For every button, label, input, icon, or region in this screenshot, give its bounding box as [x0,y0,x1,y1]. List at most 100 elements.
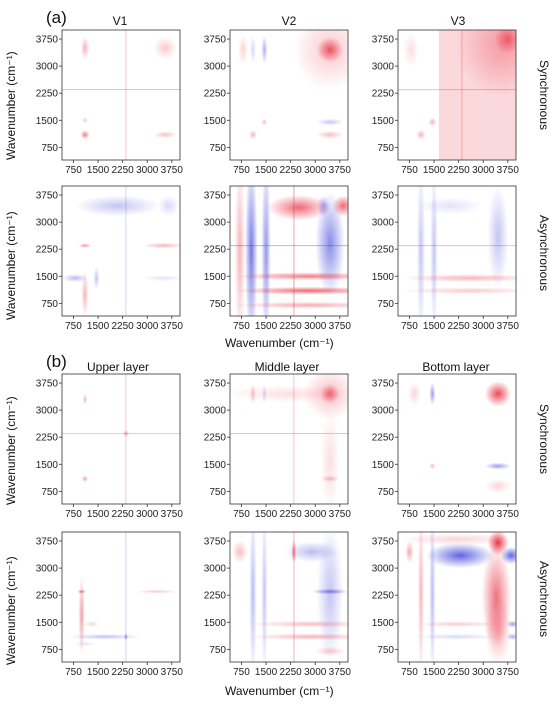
contour-feature-5 [316,118,344,126]
x-tick-label: 3000 [304,165,327,176]
contour-feature-3 [83,621,100,627]
y-tick-label: 1500 [372,460,395,471]
x-tick-label: 1500 [423,321,446,332]
x-tick-label: 1500 [87,509,110,520]
contour-feature-6 [125,30,127,160]
contour-feature-4 [484,594,512,662]
contour-feature-0 [426,542,495,569]
x-tick-label: 750 [65,667,82,678]
contour-feature-9 [405,540,414,564]
contour-feature-2 [237,35,249,65]
contour-feature-2 [80,130,90,140]
contour-feature-7 [142,275,180,281]
x-tick-label: 1500 [423,667,446,678]
y-tick-label: 3750 [372,379,395,390]
contour-feature-2 [142,242,180,249]
x-axis-title-a: Wavenumber (cm⁻¹) [225,336,334,350]
y-tick-label: 3750 [204,35,227,46]
contour-feature-1 [430,186,438,316]
x-tick-label: 3000 [472,321,495,332]
contour-feature-6 [291,540,297,564]
contour-feature-5 [320,475,340,483]
x-tick-label: 750 [233,165,250,176]
x-tick-label: 1500 [255,165,278,176]
y-tick-label: 3750 [36,191,59,202]
contour-feature-4 [315,191,345,296]
y-tick-label: 3750 [36,379,59,390]
x-tick-label: 2250 [280,165,303,176]
x-tick-label: 2250 [112,165,135,176]
contour-feature-5 [418,197,482,215]
contour-feature-1 [249,532,257,662]
contour-feature-2 [230,385,348,403]
x-tick-label: 2250 [448,321,471,332]
y-tick-label: 3750 [372,191,395,202]
contour-feature-12 [399,533,515,545]
y-tick-label: 750 [41,299,58,310]
x-tick-label: 3000 [136,165,159,176]
contour-feature-1 [158,195,180,217]
contour-feature-8 [261,118,268,126]
contour-feature-8 [125,186,127,316]
contour-feature-4 [401,287,516,295]
x-tick-label: 3750 [329,667,352,678]
contour-feature-5 [506,620,516,628]
contour-feature-4 [81,117,89,124]
y-tick-label: 750 [41,645,58,656]
y-tick-label: 1500 [204,272,227,283]
contour-feature-3 [261,35,268,65]
x-tick-label: 750 [401,667,418,678]
x-tick-label: 3750 [329,165,352,176]
y-tick-label: 1500 [36,272,59,283]
x-tick-label: 750 [401,509,418,520]
x-tick-label: 3000 [304,321,327,332]
x-tick-label: 3750 [497,165,520,176]
x-tick-label: 1500 [87,667,110,678]
contour-feature-6 [93,266,100,290]
plot-frame [61,531,181,663]
y-tick-label: 3000 [204,406,227,417]
contour-feature-1 [429,382,436,406]
contour-feature-1 [153,36,177,60]
plot-frame [229,373,349,505]
contour-feature-4 [249,384,257,404]
contour-feature-1 [261,186,271,316]
x-tick-label: 3750 [497,321,520,332]
plot-frame [229,29,349,161]
y-tick-label: 3000 [36,564,59,575]
contour-feature-4 [62,274,89,283]
x-tick-label: 1500 [87,321,110,332]
contour-feature-0 [484,381,512,407]
contour-feature-2 [261,532,268,662]
plot-frame [397,531,517,663]
contour-feature-11 [415,633,499,640]
x-tick-label: 1500 [423,509,446,520]
contour-feature-8 [293,374,295,504]
plot-frame [397,29,517,161]
contour-feature-7 [235,286,348,295]
x-tick-label: 2250 [112,321,135,332]
contour-feature-1 [316,37,344,63]
x-tick-label: 1500 [87,165,110,176]
contour-feature-6 [123,633,129,641]
y-tick-label: 3000 [204,62,227,73]
y-tick-label: 2250 [36,245,59,256]
contour-feature-10 [230,245,348,247]
x-tick-label: 3750 [329,509,352,520]
panel-letter-a: (a) [46,8,67,27]
x-tick-label: 2250 [112,509,135,520]
column-title-upper-layer: Upper layer [86,360,150,374]
contour-feature-11 [293,186,295,316]
x-tick-label: 3750 [161,321,184,332]
y-tick-label: 3000 [372,406,395,417]
x-tick-label: 3000 [304,667,327,678]
plot-area [62,374,180,504]
plot-frame [61,185,181,317]
x-tick-label: 3000 [472,165,495,176]
x-tick-label: 2250 [280,509,303,520]
